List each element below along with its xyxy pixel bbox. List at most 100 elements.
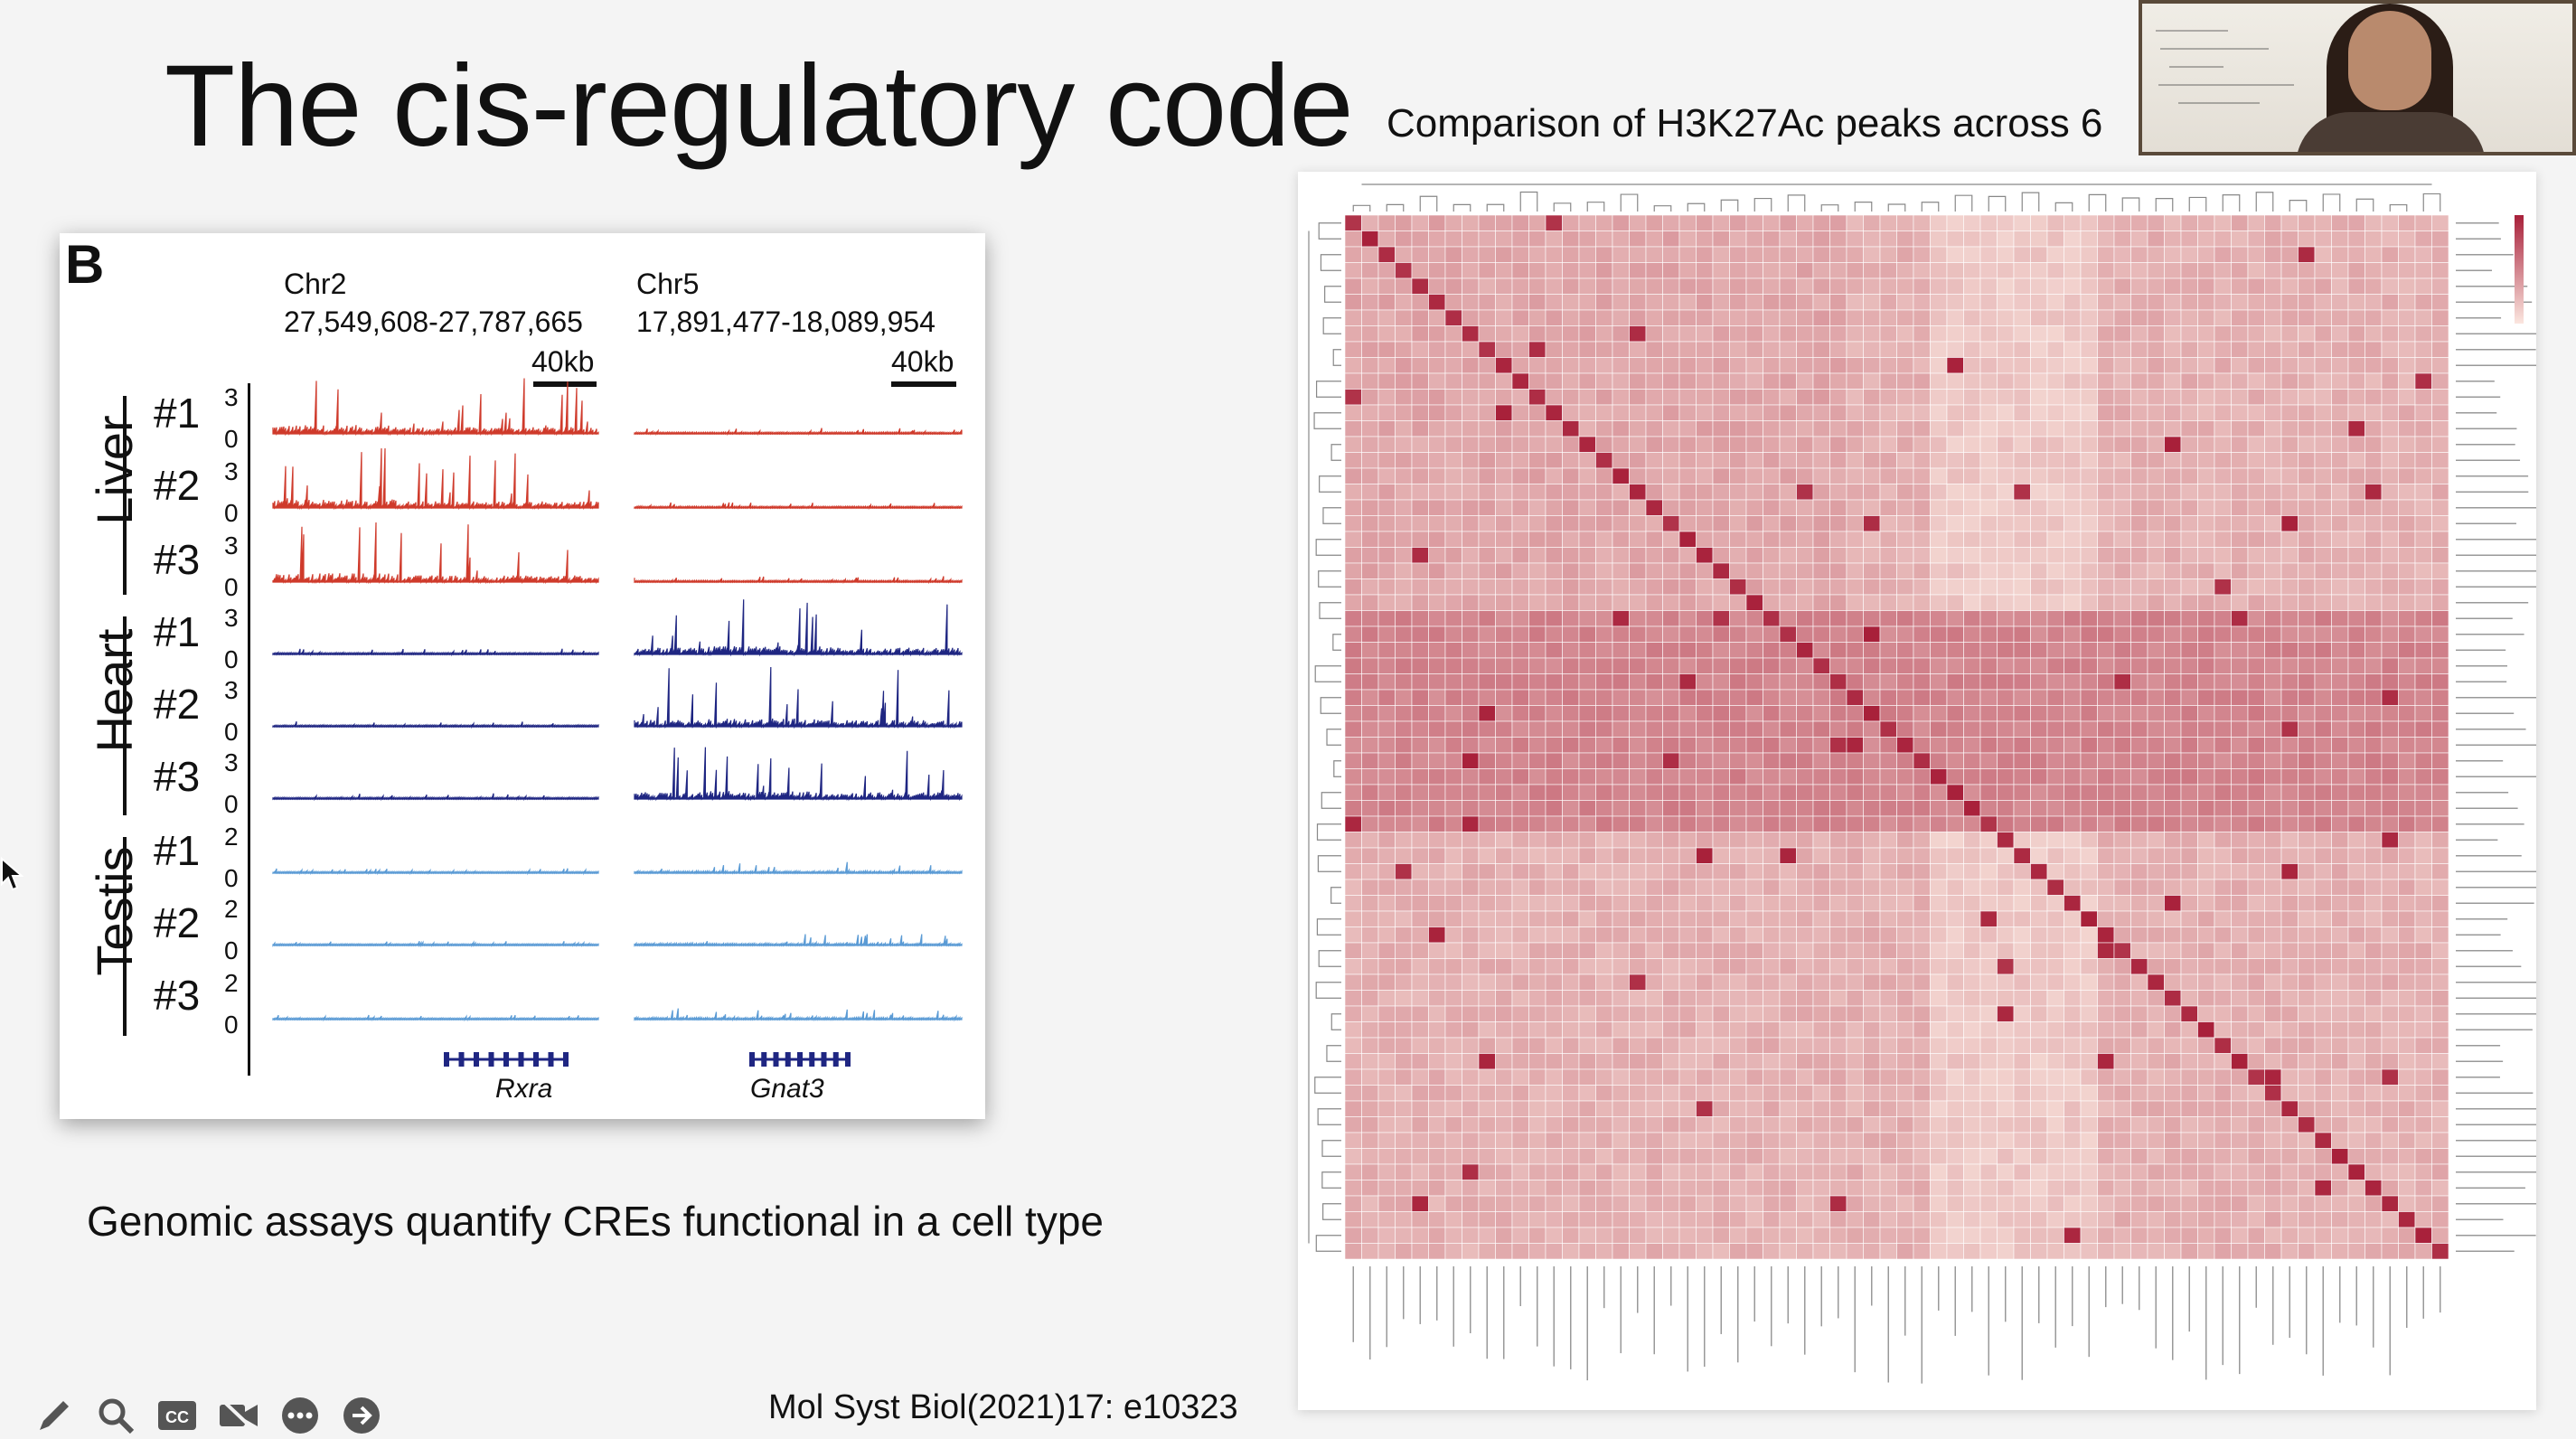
heatmap-cell (2347, 214, 2365, 231)
heatmap-cell (1645, 752, 1663, 769)
heatmap-cell (1896, 1100, 1914, 1117)
heatmap-cell (2046, 484, 2064, 501)
heatmap-cell (1395, 515, 1413, 532)
heatmap-cell (2147, 578, 2165, 596)
pen-icon[interactable] (33, 1394, 76, 1437)
heatmap-cell (2130, 832, 2148, 849)
heatmap-cell (1377, 531, 1396, 548)
heatmap-cell (2314, 262, 2332, 279)
camera-off-icon[interactable] (217, 1394, 260, 1437)
heatmap-cell (2197, 1163, 2215, 1180)
heatmap-cell (2414, 1068, 2432, 1086)
heatmap-cell (1896, 404, 1914, 421)
heatmap-cell (2097, 515, 2115, 532)
heatmap-cell (1395, 499, 1413, 516)
more-icon[interactable] (278, 1394, 322, 1437)
heatmap-cell (1428, 452, 1446, 469)
heatmap-cell (1979, 1053, 1998, 1070)
heatmap-cell (1411, 1116, 1429, 1133)
heatmap-cell (1829, 673, 1847, 691)
heatmap-cell (1462, 942, 1480, 959)
heatmap-cell (2331, 1068, 2349, 1086)
heatmap-cell (1462, 990, 1480, 1007)
heatmap-cell (1645, 737, 1663, 754)
next-icon[interactable] (340, 1394, 383, 1437)
heatmap-cell (1812, 1021, 1830, 1039)
heatmap-cell (1595, 879, 1613, 896)
heatmap-cell (1930, 452, 1948, 469)
heatmap-cell (2214, 689, 2232, 706)
heatmap-cell (2264, 705, 2282, 722)
heatmap-cell (1361, 815, 1379, 832)
heatmap-cell (1979, 784, 1998, 801)
heatmap-cell (1763, 705, 1781, 722)
heatmap-cell (2130, 910, 2148, 927)
heatmap-cell (1729, 720, 1747, 738)
heatmap-cell (1377, 230, 1396, 248)
heatmap-cell (1377, 1068, 1396, 1086)
heatmap-cell (1729, 1068, 1747, 1086)
heatmap-cell (2364, 1005, 2383, 1022)
heatmap-cell (2314, 832, 2332, 849)
heatmap-cell (1896, 499, 1914, 516)
heatmap-cell (1344, 531, 1362, 548)
heatmap-cell (1812, 1195, 1830, 1212)
heatmap-cell (1361, 404, 1379, 421)
heatmap-cell (2231, 705, 2249, 722)
heatmap-cell (1930, 578, 1948, 596)
heatmap-cell (1712, 372, 1730, 390)
heatmap-cell (2381, 594, 2399, 611)
heatmap-cell (2298, 246, 2316, 263)
heatmap-cell (1796, 262, 1814, 279)
heatmap-cell (2364, 594, 2383, 611)
heatmap-cell (2013, 752, 2031, 769)
heatmap-cell (2214, 1180, 2232, 1197)
speaker-video[interactable] (2139, 0, 2576, 155)
heatmap-cell (2180, 1116, 2198, 1133)
heatmap-cell (2147, 262, 2165, 279)
heatmap-cell (1712, 262, 1730, 279)
heatmap-cell (1545, 689, 1563, 706)
heatmap-cell (1879, 1148, 1897, 1165)
heatmap-cell (1444, 309, 1462, 326)
heatmap-cell (1729, 1132, 1747, 1149)
signal-track-heart-3-region-2 (634, 747, 963, 802)
heatmap-cell (1979, 325, 1998, 343)
heatmap-cell (1846, 389, 1864, 406)
heatmap-cell (2113, 642, 2131, 659)
heatmap-cell (2080, 926, 2098, 944)
heatmap-cell (1344, 341, 1362, 358)
heatmap-cell (2130, 800, 2148, 817)
heatmap-cell (1528, 547, 1547, 564)
zoom-icon[interactable] (94, 1394, 137, 1437)
heatmap-cell (2147, 1227, 2165, 1244)
heatmap-cell (2280, 309, 2299, 326)
closed-caption-icon[interactable]: CC (155, 1394, 199, 1437)
heatmap-cell (1428, 832, 1446, 849)
heatmap-cell (2314, 910, 2332, 927)
heatmap-cell (2298, 958, 2316, 975)
heatmap-cell (2013, 420, 2031, 437)
heatmap-cell (2013, 642, 2031, 659)
heatmap-cell (1662, 325, 1680, 343)
heatmap-cell (2113, 1243, 2131, 1260)
heatmap-cell (1696, 246, 1714, 263)
heatmap-cell (1896, 895, 1914, 912)
heatmap-cell (2381, 768, 2399, 785)
heatmap-cell (1796, 562, 1814, 579)
heatmap-cell (1528, 515, 1547, 532)
heatmap-cell (1763, 958, 1781, 975)
heatmap-cell (2364, 863, 2383, 880)
heatmap-cell (1896, 1053, 1914, 1070)
heatmap-cell (1696, 1243, 1714, 1260)
heatmap-cell (2080, 910, 2098, 927)
heatmap-cell (2180, 784, 2198, 801)
heatmap-cell (1562, 214, 1580, 231)
heatmap-cell (1763, 847, 1781, 864)
heatmap-cell (1963, 436, 1981, 453)
heatmap-cell (2381, 926, 2399, 944)
heatmap-cell (2013, 1116, 2031, 1133)
heatmap-cell (2381, 484, 2399, 501)
heatmap-cell (1930, 1005, 1948, 1022)
heatmap-cell (1729, 452, 1747, 469)
